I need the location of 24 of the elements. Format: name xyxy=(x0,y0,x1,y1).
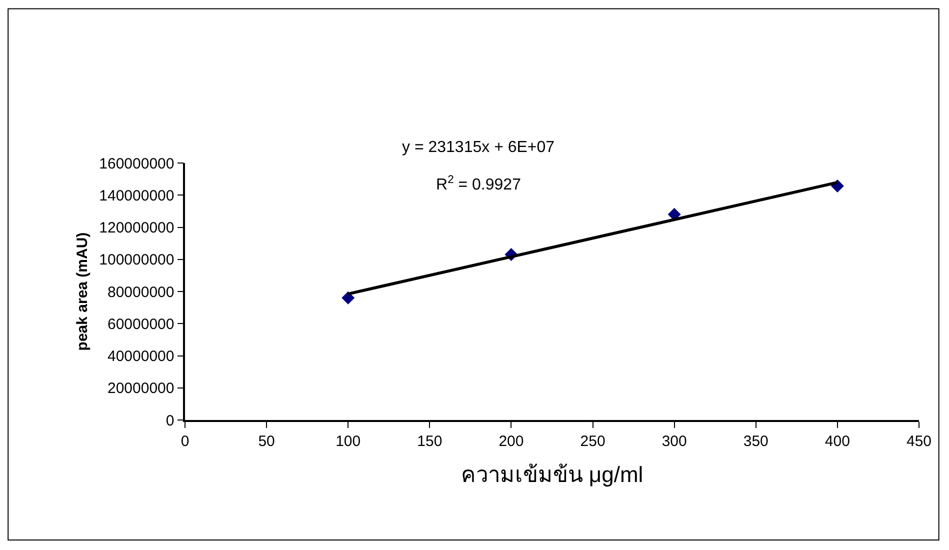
y-tick-label: 120000000 xyxy=(99,220,174,236)
y-tick-label: 0 xyxy=(166,412,174,430)
y-tick-label: 80000000 xyxy=(108,284,174,301)
x-tick-label: 450 xyxy=(906,432,932,450)
x-tick-label: 100 xyxy=(336,432,361,450)
y-tick-label: 40000000 xyxy=(108,348,174,365)
point xyxy=(342,291,355,304)
x-axis-title: ความเข้มข้น μg/ml xyxy=(460,462,644,488)
y-tick-label: 60000000 xyxy=(108,316,174,333)
y-tick-label: 140000000 xyxy=(99,187,174,204)
y-tick-label: 20000000 xyxy=(108,380,174,398)
annotation: R$^{2}$ = 0.9927 xyxy=(436,174,522,194)
y-tick-label: 160000000 xyxy=(99,155,174,172)
x-tick-label: 250 xyxy=(580,432,606,450)
x-tick-label: 300 xyxy=(662,432,687,450)
y-tick-label: 100000000 xyxy=(99,252,174,269)
x-tick-label: 0 xyxy=(180,432,190,450)
x-tick-label: 200 xyxy=(498,432,524,450)
text: y = 231315x + 6E+07 xyxy=(402,139,555,156)
x-tick-label: 400 xyxy=(824,432,850,450)
x-tick-label: 150 xyxy=(417,432,442,450)
y-axis-title: peak area (mAU) xyxy=(74,232,91,351)
x-tick-label: 50 xyxy=(258,432,275,450)
x-tick-label: 350 xyxy=(743,432,768,450)
